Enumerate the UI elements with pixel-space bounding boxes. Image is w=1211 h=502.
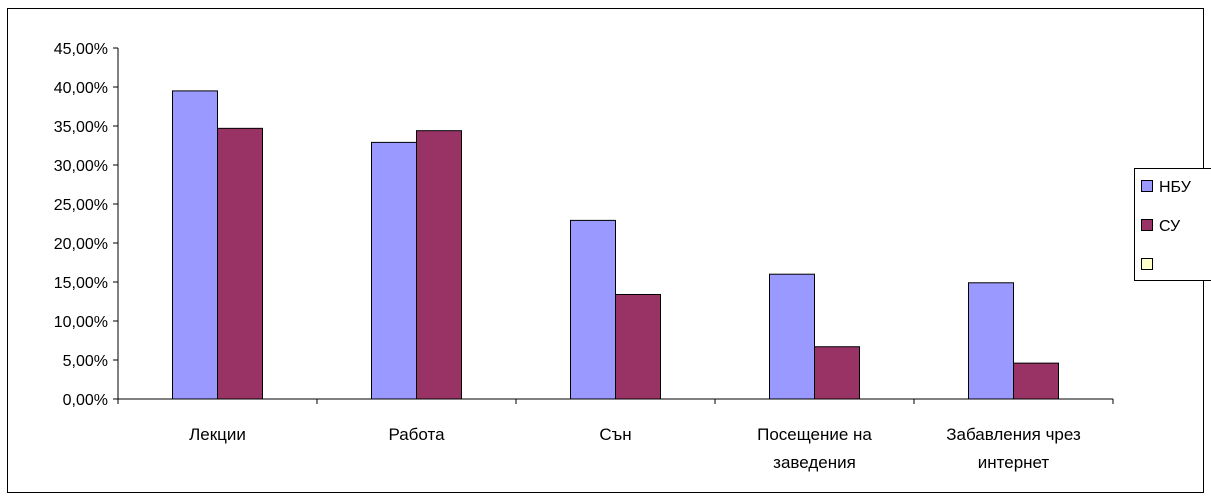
legend-label-0: НБУ (1159, 179, 1192, 196)
legend-swatch-2 (1142, 259, 1153, 270)
x-tick-label: Забавления чрез (946, 425, 1081, 444)
legend: НБУ СУ (1135, 169, 1211, 281)
y-tick-label: 40,00% (54, 80, 108, 97)
x-tick-label: Работа (388, 425, 445, 444)
bar-СУ-1 (417, 131, 462, 399)
y-tick-label: 25,00% (54, 197, 108, 214)
bar-СУ-3 (815, 347, 860, 399)
y-tick-label: 5,00% (63, 353, 108, 370)
bar-НБУ-0 (173, 91, 218, 399)
y-tick-label: 20,00% (54, 236, 108, 253)
bar-НБУ-2 (571, 220, 616, 399)
y-tick-label: 10,00% (54, 314, 108, 331)
bar-СУ-2 (616, 294, 661, 399)
x-tick-label: заведения (773, 453, 856, 472)
legend-swatch-1 (1142, 220, 1153, 231)
bar-НБУ-4 (969, 283, 1014, 399)
x-tick-label: Посещение на (757, 425, 872, 444)
y-tick-label: 15,00% (54, 275, 108, 292)
bar-СУ-0 (218, 128, 263, 399)
x-tick-label: Сън (599, 425, 631, 444)
y-tick-label: 0,00% (63, 392, 108, 409)
bar-НБУ-3 (770, 274, 815, 399)
legend-swatch-0 (1142, 181, 1153, 192)
bar-НБУ-1 (372, 142, 417, 399)
y-tick-label: 30,00% (54, 158, 108, 175)
legend-label-1: СУ (1159, 218, 1181, 235)
y-tick-label: 35,00% (54, 119, 108, 136)
bar-СУ-4 (1014, 363, 1059, 399)
x-tick-label: Лекции (189, 425, 246, 444)
x-tick-label: интернет (978, 453, 1050, 472)
y-tick-label: 45,00% (54, 41, 108, 58)
